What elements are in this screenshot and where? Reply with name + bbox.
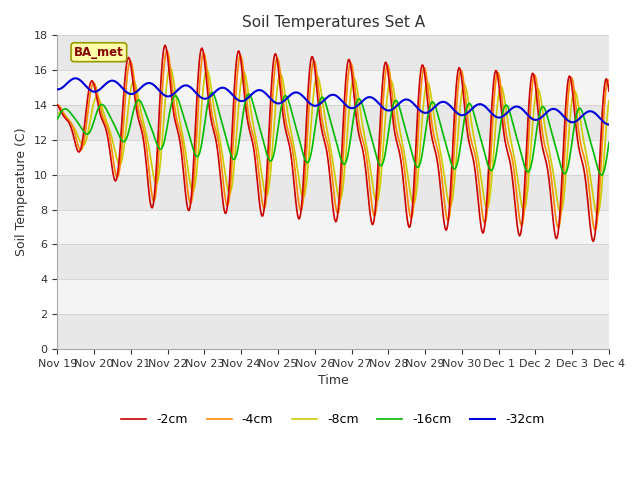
Bar <box>58 140 609 175</box>
Title: Soil Temperatures Set A: Soil Temperatures Set A <box>242 15 425 30</box>
Legend: -2cm, -4cm, -8cm, -16cm, -32cm: -2cm, -4cm, -8cm, -16cm, -32cm <box>116 408 550 432</box>
Bar <box>58 279 609 314</box>
Bar <box>58 70 609 105</box>
Bar <box>58 210 609 244</box>
Bar <box>58 36 609 70</box>
Y-axis label: Soil Temperature (C): Soil Temperature (C) <box>15 128 28 256</box>
Bar <box>58 314 609 349</box>
Bar <box>58 244 609 279</box>
X-axis label: Time: Time <box>318 374 349 387</box>
Text: BA_met: BA_met <box>74 46 124 59</box>
Bar <box>58 105 609 140</box>
Bar <box>58 175 609 210</box>
